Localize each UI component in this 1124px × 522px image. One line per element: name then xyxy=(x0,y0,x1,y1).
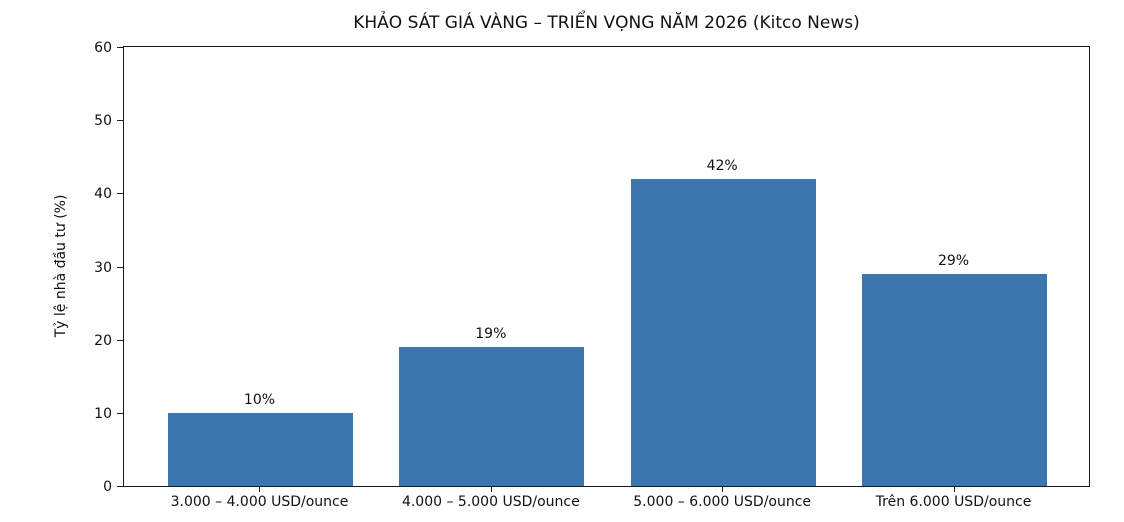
x-tick-mark xyxy=(490,487,492,492)
y-tick-mark xyxy=(117,193,123,195)
bar xyxy=(399,346,585,486)
x-tick-label: 3.000 – 4.000 USD/ounce xyxy=(170,494,349,510)
y-tick-label: 30 xyxy=(94,259,112,276)
bar xyxy=(630,178,816,486)
y-tick-label: 10 xyxy=(94,405,112,422)
y-tick-mark xyxy=(117,47,123,48)
y-tick-label: 20 xyxy=(94,332,112,349)
bar-value-label: 29% xyxy=(937,252,970,269)
y-tick-label: 40 xyxy=(94,186,112,203)
x-tick-label: Trên 6.000 USD/ounce xyxy=(875,494,1032,510)
bar-value-label: 42% xyxy=(706,157,738,174)
x-tick-mark xyxy=(259,487,261,492)
bar-value-label: 19% xyxy=(475,325,507,342)
y-tick-label: 50 xyxy=(94,113,112,130)
y-tick-mark xyxy=(117,339,123,341)
plot-area xyxy=(123,46,1090,487)
bar xyxy=(167,412,354,486)
y-tick-mark xyxy=(117,486,123,487)
x-tick-label: 5.000 – 6.000 USD/ounce xyxy=(633,494,812,510)
y-tick-label: 0 xyxy=(103,479,112,495)
x-tick-mark xyxy=(953,487,955,492)
y-tick-mark xyxy=(117,266,123,268)
y-tick-mark xyxy=(117,412,123,414)
x-tick-label: 4.000 – 5.000 USD/ounce xyxy=(401,494,580,510)
chart-title: KHẢO SÁT GIÁ VÀNG – TRIỂN VỌNG NĂM 2026 … xyxy=(353,13,860,33)
y-tick-mark xyxy=(117,120,123,122)
y-tick-label: 60 xyxy=(94,40,112,56)
bar xyxy=(861,273,1048,486)
bar-value-label: 10% xyxy=(243,391,276,408)
x-tick-mark xyxy=(722,487,724,492)
